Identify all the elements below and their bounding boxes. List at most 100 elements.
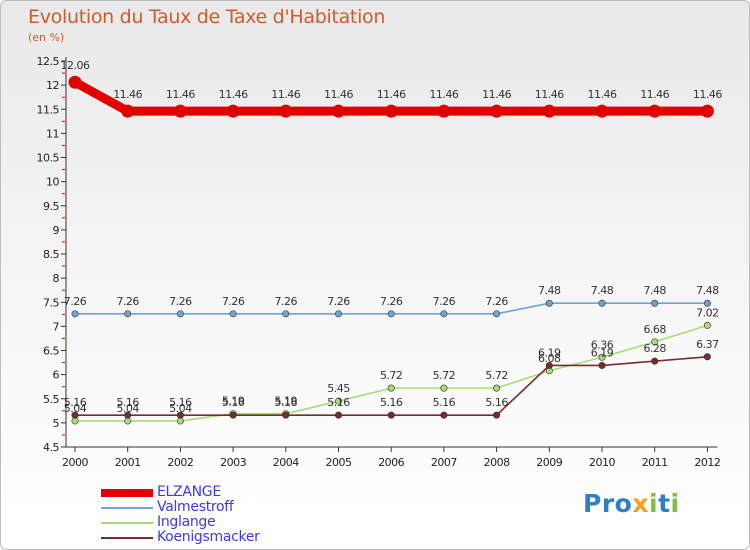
- data-label: 11.46: [219, 88, 248, 101]
- data-point: [332, 104, 345, 118]
- data-label: 6.28: [643, 342, 666, 355]
- data-point: [387, 310, 395, 318]
- x-tick-label: 2010: [589, 456, 615, 469]
- data-label: 5.19: [222, 395, 245, 408]
- data-point: [229, 411, 237, 419]
- data-label: 5.16: [222, 396, 245, 409]
- data-label: 5.19: [275, 395, 298, 408]
- data-label: 11.46: [166, 88, 195, 101]
- data-label: 6.19: [591, 346, 614, 359]
- y-tick-label: 8.5: [43, 248, 59, 261]
- legend-swatch: [101, 537, 153, 539]
- y-tick-label: 9.5: [43, 200, 59, 213]
- data-point: [651, 357, 659, 365]
- data-point: [384, 104, 398, 118]
- data-point: [440, 384, 448, 392]
- series-koenigsmacker: [71, 353, 711, 419]
- data-point: [648, 104, 662, 118]
- data-label: 11.46: [640, 88, 669, 101]
- data-label: 7.26: [380, 295, 403, 308]
- y-tick-label: 4.5: [43, 441, 59, 454]
- data-label: 5.72: [485, 369, 508, 382]
- data-label: 7.26: [222, 295, 245, 308]
- y-tick-label: 11: [46, 127, 59, 140]
- data-label: 7.48: [696, 284, 719, 297]
- data-label: 5.72: [380, 369, 403, 382]
- data-point: [595, 104, 609, 118]
- data-label: 5.04: [64, 402, 87, 415]
- data-point: [387, 411, 395, 419]
- data-label: 5.16: [485, 396, 508, 409]
- data-label: 7.48: [538, 284, 561, 297]
- y-tick-label: 5.5: [43, 393, 59, 406]
- data-label: 7.26: [64, 295, 87, 308]
- data-point: [651, 299, 659, 307]
- y-tick-label: 12.5: [37, 55, 60, 68]
- data-point: [226, 104, 240, 118]
- data-label: 11.46: [377, 88, 406, 101]
- data-label: 6.68: [643, 323, 666, 336]
- series-elzange: [68, 75, 714, 118]
- data-label: 7.26: [169, 295, 192, 308]
- data-point: [68, 75, 82, 89]
- data-point: [279, 104, 293, 118]
- y-tick-label: 12: [46, 79, 59, 92]
- legend-label: Valmestroff: [157, 499, 234, 515]
- logo-letter: P: [583, 489, 602, 518]
- data-point: [700, 104, 714, 118]
- data-label: 11.46: [113, 88, 142, 101]
- data-point: [176, 417, 184, 425]
- data-point: [598, 353, 606, 361]
- data-point: [542, 104, 556, 118]
- data-point: [493, 411, 501, 419]
- data-label: 11.46: [535, 88, 564, 101]
- data-point: [173, 104, 187, 118]
- y-tick-label: 10: [46, 176, 59, 189]
- logo-letter: i: [670, 489, 680, 518]
- data-point: [121, 104, 135, 118]
- data-point: [703, 353, 711, 361]
- y-tick-label: 8: [53, 272, 60, 285]
- data-point: [71, 310, 79, 318]
- y-tick-label: 10.5: [37, 152, 60, 165]
- data-label: 5.16: [169, 396, 192, 409]
- chart-subtitle: (en %): [28, 31, 65, 44]
- data-label: 11.46: [588, 88, 617, 101]
- x-tick-label: 2005: [326, 456, 352, 469]
- logo-letter: o: [614, 489, 633, 518]
- logo-letter: r: [601, 489, 615, 518]
- data-label: 11.46: [271, 88, 300, 101]
- data-point: [493, 384, 501, 392]
- data-label: 7.48: [643, 284, 666, 297]
- data-point: [703, 299, 711, 307]
- y-tick-label: 7.5: [43, 296, 59, 309]
- data-point: [545, 299, 553, 307]
- logo-letter: t: [658, 489, 671, 518]
- data-point: [387, 384, 395, 392]
- legend-swatch: [101, 522, 153, 524]
- data-point: [651, 338, 659, 346]
- y-tick-label: 6: [53, 369, 60, 382]
- data-label: 7.26: [116, 295, 139, 308]
- data-label: 5.16: [275, 396, 298, 409]
- data-label: 5.16: [327, 396, 350, 409]
- data-point: [124, 411, 132, 419]
- data-point: [440, 411, 448, 419]
- x-tick-label: 2007: [431, 456, 457, 469]
- legend-swatch: [101, 507, 153, 509]
- data-point: [598, 299, 606, 307]
- data-point: [176, 310, 184, 318]
- data-point: [282, 411, 290, 419]
- data-point: [71, 417, 79, 425]
- data-label: 7.26: [327, 295, 350, 308]
- data-point: [334, 310, 342, 318]
- x-tick-label: 2011: [642, 456, 668, 469]
- data-point: [124, 417, 132, 425]
- data-point: [490, 104, 504, 118]
- x-tick-label: 2000: [62, 456, 88, 469]
- data-point: [598, 361, 606, 369]
- data-label: 5.16: [433, 396, 456, 409]
- legend-label: Inglange: [157, 514, 216, 530]
- x-tick-label: 2008: [484, 456, 510, 469]
